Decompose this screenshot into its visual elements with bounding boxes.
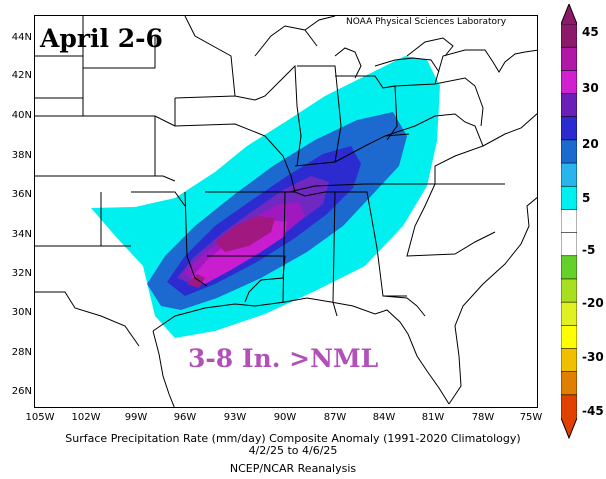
lat-label: 32N — [11, 268, 32, 279]
lon-label: 78W — [471, 412, 495, 423]
boundaries — [35, 16, 537, 407]
lat-label: 36N — [11, 189, 32, 200]
tennessee-kentucky — [288, 133, 435, 193]
michigan-lakes — [254, 16, 362, 79]
legend-tick-label: -45 — [582, 404, 604, 418]
lat-label: 40N — [11, 110, 32, 121]
arkansas-louisiana — [207, 255, 286, 303]
lon-label: 81W — [421, 412, 445, 423]
date-title: April 2-6 — [40, 24, 163, 53]
illinois-indiana — [254, 64, 342, 167]
legend-swatch — [561, 278, 577, 303]
lat-label: 30N — [11, 307, 32, 318]
caption-dates: 4/2/25 to 4/6/25 — [248, 444, 338, 457]
lon-label: 75W — [519, 412, 543, 423]
legend-swatch — [561, 139, 577, 164]
great-lakes-erie-ontario — [374, 37, 454, 73]
legend-swatch — [561, 70, 577, 95]
legend-swatch — [561, 116, 577, 141]
virginia-carolinas — [384, 113, 505, 257]
lon-label: 105W — [25, 412, 55, 423]
west-states — [35, 245, 140, 347]
lat-label: 26N — [11, 386, 32, 397]
legend-swatch — [561, 209, 577, 234]
legend-swatch — [561, 23, 577, 48]
pennsylvania-ny — [394, 49, 537, 127]
legend-swatch — [561, 301, 577, 327]
oklahoma-arkansas-line — [184, 191, 208, 287]
lon-label: 84W — [372, 412, 396, 423]
legend-tick-label: 45 — [582, 25, 599, 39]
legend-swatch — [561, 371, 577, 396]
caption-title: Surface Precipitation Rate (mm/day) Comp… — [65, 432, 521, 445]
legend-swatch — [561, 394, 577, 419]
kansas-oklahoma — [35, 115, 186, 207]
anomaly-contours — [91, 56, 440, 338]
legend-swatch — [561, 324, 577, 350]
atlantic-coastline — [448, 197, 537, 405]
northeast-coastline — [482, 113, 537, 147]
contour-35 — [215, 216, 275, 252]
gulf-coastline — [152, 297, 450, 407]
lat-label: 34N — [11, 229, 32, 240]
legend-tick-label: -30 — [582, 350, 604, 364]
ohio — [335, 75, 398, 141]
contour-35b — [187, 274, 205, 288]
legend-tick-label: 20 — [582, 137, 599, 151]
lat-label: 42N — [11, 70, 32, 81]
legend-swatch — [561, 185, 577, 211]
lon-label: 93W — [223, 412, 247, 423]
lat-label: 28N — [11, 347, 32, 358]
caption-source: NCEP/NCAR Reanalysis — [229, 462, 357, 475]
legend-tick-label: 5 — [582, 191, 591, 205]
dakotas-nebraska — [82, 36, 176, 127]
lon-label: 99W — [124, 412, 148, 423]
map-area[interactable] — [34, 15, 538, 408]
lon-label: 102W — [71, 412, 101, 423]
missouri — [174, 123, 296, 193]
lon-label: 90W — [273, 412, 297, 423]
iowa-minnesota — [174, 16, 256, 126]
alabama-georgia — [335, 191, 407, 297]
legend-swatch — [561, 162, 577, 188]
legend-swatch — [561, 93, 577, 118]
lon-label: 96W — [173, 412, 197, 423]
legend-colorbar — [561, 4, 577, 439]
legend-swatch — [561, 348, 577, 373]
lat-label: 38N — [11, 150, 32, 161]
mississippi-alabama — [282, 191, 338, 317]
precipitation-anomaly-map — [35, 16, 537, 407]
legend-swatch — [561, 232, 577, 257]
florida — [382, 295, 426, 317]
legend-tick-label: -20 — [582, 296, 604, 310]
legend-tick-label: -5 — [582, 243, 596, 257]
lon-label: 87W — [323, 412, 347, 423]
anomaly-annotation: 3-8 In. >NML — [188, 344, 379, 373]
lab-credit: NOAA Physical Sciences Laboratory — [346, 17, 507, 27]
legend-tick-label: 30 — [582, 81, 599, 95]
legend-swatch — [561, 255, 577, 280]
lat-label: 44N — [11, 32, 32, 43]
legend-swatch — [561, 46, 577, 72]
